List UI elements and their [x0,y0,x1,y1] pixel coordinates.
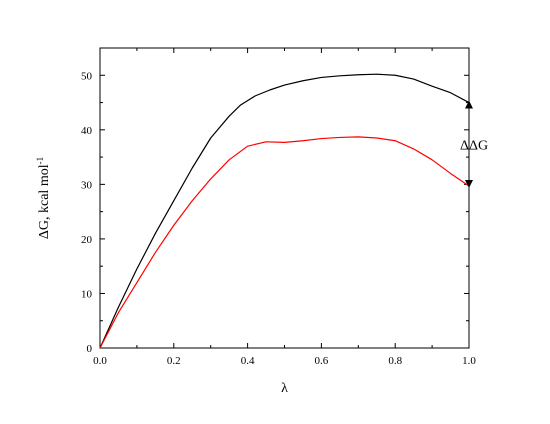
y-tick-label: 10 [81,288,93,300]
plot-frame [99,47,470,349]
series-layer [99,73,470,349]
annotation-layer: ΔΔG [460,100,488,188]
x-tick-label: 0.6 [315,355,329,367]
x-axis-title: λ [281,381,288,396]
ddg-label: ΔΔG [460,138,488,153]
y-tick-label: 0 [87,343,93,355]
y-tick-label: 30 [81,179,93,191]
series-line-2 [99,136,470,349]
ticks: 0.0 0.2 0.4 0.6 0.8 1.0 0 10 20 30 40 50 [81,47,476,367]
axes [99,47,470,349]
y-tick-label: 40 [81,125,93,137]
x-tick-label: 0.8 [388,355,402,367]
y-axis-title-main: ΔG, kcal mol [37,164,52,239]
x-tick-label: 0.2 [167,355,181,367]
y-axis-title-superscript: -1 [35,157,45,165]
x-tick-label: 0.4 [241,355,255,367]
x-tick-label: 0.0 [93,355,107,367]
y-tick-label: 50 [81,70,93,82]
y-tick-label: 20 [81,234,93,246]
y-axis-title: ΔG, kcal mol-1 [35,157,52,239]
series-line-1 [99,73,470,349]
x-tick-label: 1.0 [462,355,476,367]
